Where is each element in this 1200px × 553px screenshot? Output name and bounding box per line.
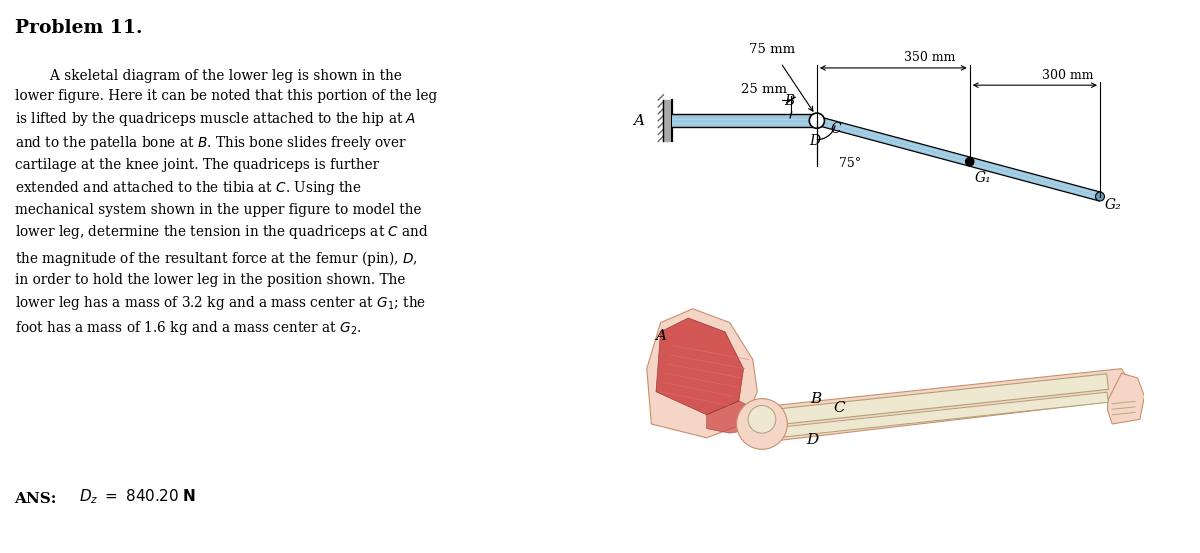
Text: B: B: [784, 94, 794, 108]
Polygon shape: [707, 401, 767, 433]
Text: G₁: G₁: [974, 171, 991, 185]
Text: 75 mm: 75 mm: [749, 43, 796, 56]
Text: A skeletal diagram of the lower leg is shown in the
lower figure. Here it can be: A skeletal diagram of the lower leg is s…: [14, 69, 437, 337]
Text: 350 mm: 350 mm: [904, 51, 955, 65]
Text: C: C: [833, 401, 845, 415]
Text: A: A: [655, 330, 666, 343]
Text: 25 mm: 25 mm: [740, 82, 786, 96]
Text: $D_z\ =\ 840.20\ \mathbf{N}$: $D_z\ =\ 840.20\ \mathbf{N}$: [78, 487, 196, 506]
Polygon shape: [656, 318, 744, 415]
Text: G₂: G₂: [1105, 199, 1122, 212]
Bar: [672, 114, 817, 127]
Circle shape: [966, 158, 974, 166]
Text: ANS:: ANS:: [14, 492, 56, 506]
Polygon shape: [1108, 373, 1145, 424]
Polygon shape: [816, 116, 1102, 201]
Text: 300 mm: 300 mm: [1042, 69, 1093, 82]
Text: D: D: [810, 134, 821, 148]
Text: Problem 11.: Problem 11.: [14, 19, 142, 38]
Text: A: A: [634, 114, 644, 128]
Text: D: D: [805, 433, 818, 447]
Polygon shape: [775, 374, 1109, 425]
Polygon shape: [744, 369, 1130, 442]
Polygon shape: [780, 392, 1108, 437]
Text: B: B: [810, 392, 822, 405]
Polygon shape: [647, 309, 757, 438]
Circle shape: [737, 399, 787, 449]
Circle shape: [748, 405, 775, 433]
Text: C: C: [830, 122, 840, 137]
Circle shape: [809, 113, 824, 128]
Text: 75°: 75°: [839, 157, 862, 170]
Circle shape: [1096, 192, 1104, 201]
